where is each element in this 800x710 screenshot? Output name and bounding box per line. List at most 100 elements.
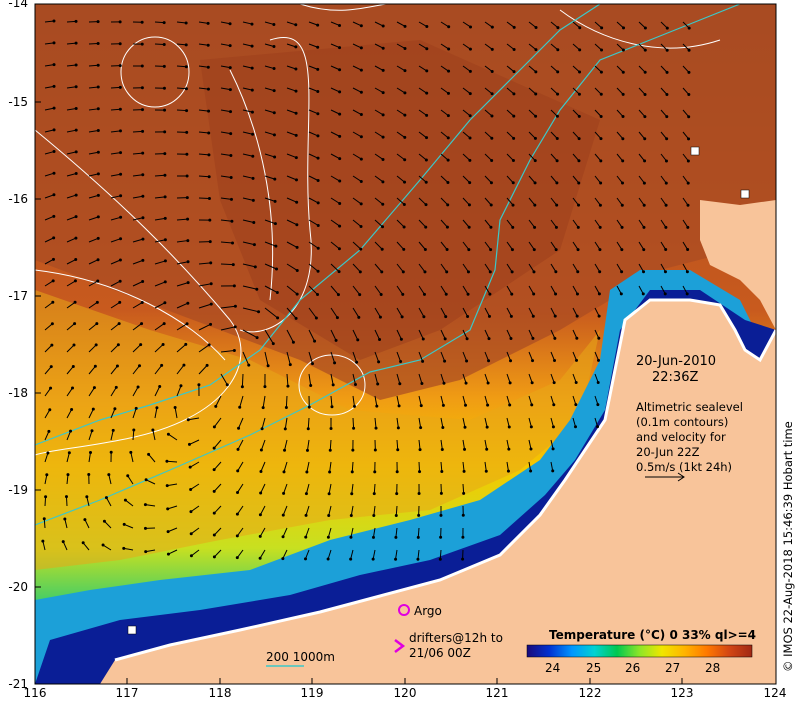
velocity-arrow-head [310, 362, 314, 366]
velocity-arrow [198, 303, 212, 309]
velocity-arrow-head [554, 292, 558, 296]
velocity-arrow-head [122, 522, 126, 526]
velocity-arrow-head [52, 84, 56, 88]
velocity-arrow [176, 282, 189, 287]
velocity-arrow-head [599, 159, 603, 163]
velocity-arrow-head [238, 405, 242, 409]
velocity-arrow-head [66, 473, 70, 477]
velocity-arrow-head [534, 70, 538, 74]
velocity-arrow-head [396, 448, 400, 452]
velocity-arrow [462, 417, 466, 428]
velocity-arrow-head [462, 469, 466, 473]
velocity-arrow [572, 329, 578, 339]
velocity-arrow [198, 153, 209, 156]
velocity-arrow-head [252, 220, 256, 224]
velocity-arrow-head [163, 301, 167, 305]
velocity-arrow [462, 461, 465, 472]
velocity-arrow [440, 153, 449, 161]
velocity-arrow-head [445, 270, 449, 274]
velocity-arrow-head [74, 193, 78, 197]
velocity-arrow-head [359, 224, 363, 228]
velocity-arrow-head [295, 200, 299, 204]
velocity-arrow-head [642, 225, 646, 229]
velocity-arrow [88, 151, 99, 155]
velocity-arrow-head [166, 507, 170, 511]
velocity-arrow [418, 285, 425, 295]
velocity-arrow-head [466, 314, 470, 318]
velocity-arrow-head [551, 425, 555, 429]
velocity-arrow-head [532, 248, 536, 252]
velocity-arrow-head [281, 557, 285, 561]
velocity-arrow-head [665, 115, 669, 119]
velocity-arrow [572, 175, 580, 184]
velocity-arrow-head [294, 316, 298, 320]
velocity-arrow [242, 21, 253, 25]
velocity-arrow [396, 263, 404, 273]
velocity-arrow-head [466, 270, 470, 274]
velocity-arrow-head [208, 218, 212, 222]
velocity-arrow-head [252, 243, 256, 247]
velocity-arrow-head [118, 279, 122, 283]
velocity-arrow [462, 87, 471, 94]
velocity-arrow [237, 505, 244, 515]
velocity-arrow [242, 263, 256, 268]
velocity-arrow-head [376, 382, 380, 386]
velocity-arrow-head [577, 159, 581, 163]
velocity-arrow [462, 175, 471, 183]
velocity-arrow-head [45, 473, 49, 477]
velocity-arrow-head [576, 270, 580, 274]
velocity-arrow-head [144, 550, 148, 554]
velocity-arrow-head [138, 364, 142, 368]
velocity-arrow [374, 241, 383, 250]
velocity-arrow-head [206, 43, 210, 47]
velocity-arrow-head [534, 114, 538, 118]
velocity-arrow-head [621, 70, 625, 74]
velocity-arrow [259, 549, 266, 559]
velocity-arrow [110, 238, 121, 243]
velocity-arrow-head [316, 223, 320, 227]
velocity-arrow [418, 461, 421, 472]
velocity-arrow-head [466, 292, 470, 296]
velocity-arrow-head [258, 556, 262, 560]
velocity-arrow-head [556, 92, 560, 96]
velocity-arrow-head [41, 539, 45, 543]
velocity-arrow-head [556, 26, 560, 30]
velocity-arrow [550, 175, 558, 184]
velocity-arrow [286, 219, 298, 226]
velocity-arrow-head [529, 469, 533, 473]
colorbar-tick: 27 [665, 661, 681, 675]
velocity-arrow [66, 173, 77, 177]
velocity-arrow-head [425, 69, 429, 73]
velocity-arrow-head [338, 46, 342, 50]
velocity-arrow-head [291, 340, 295, 344]
velocity-arrow-head [641, 292, 645, 296]
velocity-arrow [352, 219, 362, 227]
velocity-arrow [220, 326, 236, 331]
velocity-arrow-head [464, 403, 468, 407]
drifters-legend-label: 21/06 00Z [409, 646, 471, 660]
y-tick-label: -17 [8, 289, 28, 303]
velocity-arrow-head [597, 336, 601, 340]
altimetry-note: Altimetric sealevel [636, 400, 743, 414]
velocity-arrow [305, 527, 310, 538]
velocity-arrow [88, 344, 97, 353]
velocity-arrow-head [577, 137, 581, 141]
velocity-arrow-head [52, 106, 56, 110]
station-marker [690, 146, 700, 156]
velocity-arrow-head [328, 470, 332, 474]
velocity-arrow-head [355, 360, 359, 364]
velocity-arrow [305, 549, 310, 560]
velocity-arrow [528, 197, 536, 206]
velocity-arrow [550, 461, 554, 472]
velocity-arrow [418, 175, 427, 183]
velocity-arrow [66, 194, 77, 199]
velocity-arrow-head [272, 111, 276, 115]
velocity-arrow [242, 43, 253, 47]
velocity-arrow-head [599, 70, 603, 74]
velocity-arrow [88, 108, 99, 111]
velocity-arrow-head [643, 137, 647, 141]
velocity-arrow-head [251, 198, 255, 202]
velocity-arrow [352, 87, 362, 93]
velocity-arrow [44, 496, 47, 507]
velocity-arrow-head [485, 447, 489, 451]
